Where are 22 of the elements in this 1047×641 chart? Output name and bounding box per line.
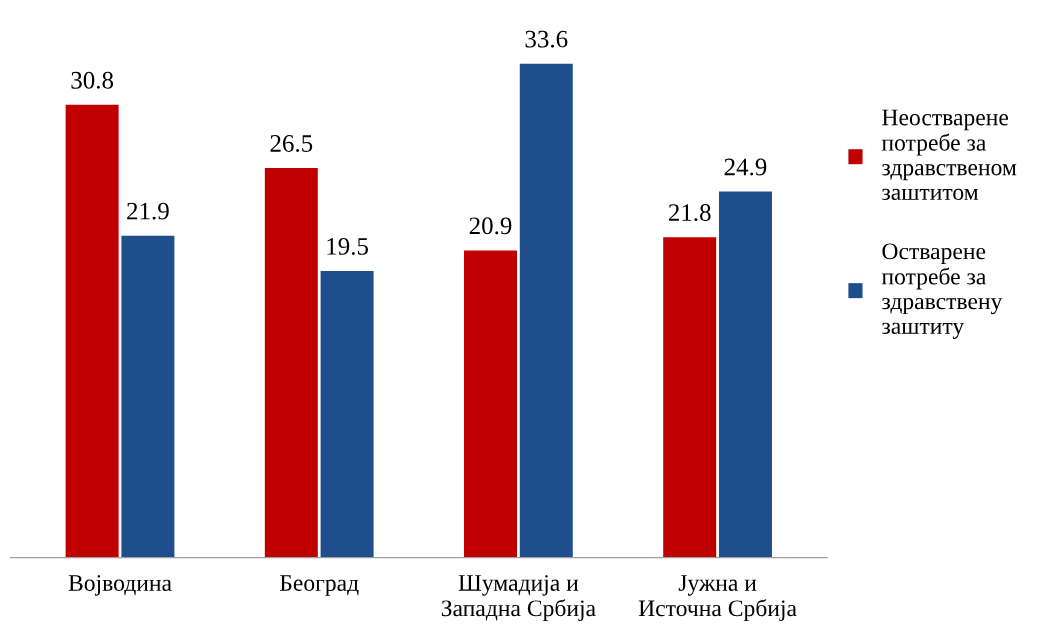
bar — [65, 104, 119, 558]
legend-label: Остварене потребе за здравствену заштиту — [881, 243, 1003, 339]
x-tick-label: Београд — [279, 575, 359, 596]
bar — [519, 63, 573, 558]
bar — [718, 191, 772, 558]
data-label: 33.6 — [525, 30, 568, 48]
data-label: 21.8 — [668, 204, 711, 222]
x-tick-label: Војводина — [68, 575, 172, 596]
bar — [663, 237, 717, 558]
bar — [320, 270, 374, 558]
data-label: 24.9 — [724, 158, 767, 176]
bar — [264, 168, 318, 558]
data-label: 19.5 — [327, 237, 368, 255]
data-label: 20.9 — [469, 217, 512, 235]
legend-label: Неостварене потребе за здравственом заштитом — [881, 109, 1017, 201]
data-label: 26.5 — [270, 135, 313, 152]
data-label: 21.9 — [127, 202, 169, 220]
bar — [121, 235, 175, 558]
bar — [464, 250, 517, 558]
x-tick-label: Јужна и Источна Србија — [638, 575, 797, 622]
data-label: 30.8 — [71, 71, 114, 89]
x-tick-label: Шумадија и Западна Србија — [441, 575, 596, 622]
